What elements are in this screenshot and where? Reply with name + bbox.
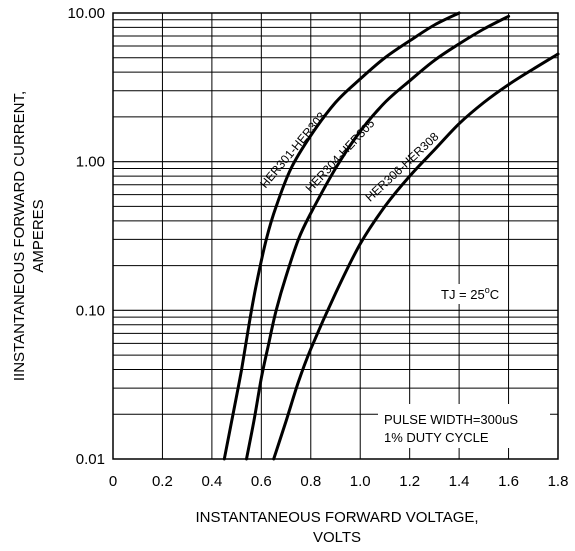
junction-temperature-annotation: TJ = 25oC (441, 285, 499, 302)
duty-cycle-annotation: 1% DUTY CYCLE (384, 430, 489, 445)
x-axis-title-line1: INSTANTANEOUS FORWARD VOLTAGE, (195, 509, 478, 526)
x-tick-label: 1.2 (399, 473, 420, 490)
x-tick-label: 1.4 (449, 473, 470, 490)
x-tick-label: 1.0 (350, 473, 371, 490)
grid (113, 13, 558, 459)
x-tick-label: 0.8 (300, 473, 321, 490)
x-tick-label: 1.8 (548, 473, 569, 490)
y-tick-label: 0.10 (76, 302, 105, 319)
y-tick-label: 10.00 (67, 5, 105, 22)
tj-unit: C (490, 287, 499, 302)
plot-frame (112, 12, 559, 460)
y-tick-label: 0.01 (76, 451, 105, 468)
pulse-width-annotation: PULSE WIDTH=300uS (384, 412, 518, 427)
x-tick-label: 0.6 (251, 473, 272, 490)
pulse-annotation-bg (378, 404, 550, 448)
curve-label-series-3: HER306-HER308 (363, 129, 442, 204)
curve-series-3 (272, 52, 560, 461)
tj-annotation-bg (436, 284, 502, 304)
y-axis-title-line1: IINSTANTANEOUS FORWARD CURRENT, (11, 91, 28, 381)
y-tick-labels: 0.01 0.10 1.00 10.00 (67, 5, 105, 468)
y-axis-title-line2: AMPERES (30, 199, 47, 272)
x-tick-label: 0.2 (152, 473, 173, 490)
x-tick-label: 1.6 (498, 473, 519, 490)
curves (222, 11, 560, 461)
tj-prefix: TJ = 25 (441, 287, 485, 302)
x-axis-title-line2: VOLTS (313, 529, 361, 546)
curve-series-2 (245, 14, 511, 461)
curve-series-1 (222, 11, 461, 461)
x-tick-label: 0.4 (201, 473, 222, 490)
tj-degree: o (485, 285, 490, 295)
x-tick-labels: 0 0.2 0.4 0.6 0.8 1.0 1.2 1.4 1.6 1.8 (109, 473, 569, 490)
x-tick-label: 0 (109, 473, 117, 490)
y-tick-label: 1.00 (76, 154, 105, 171)
